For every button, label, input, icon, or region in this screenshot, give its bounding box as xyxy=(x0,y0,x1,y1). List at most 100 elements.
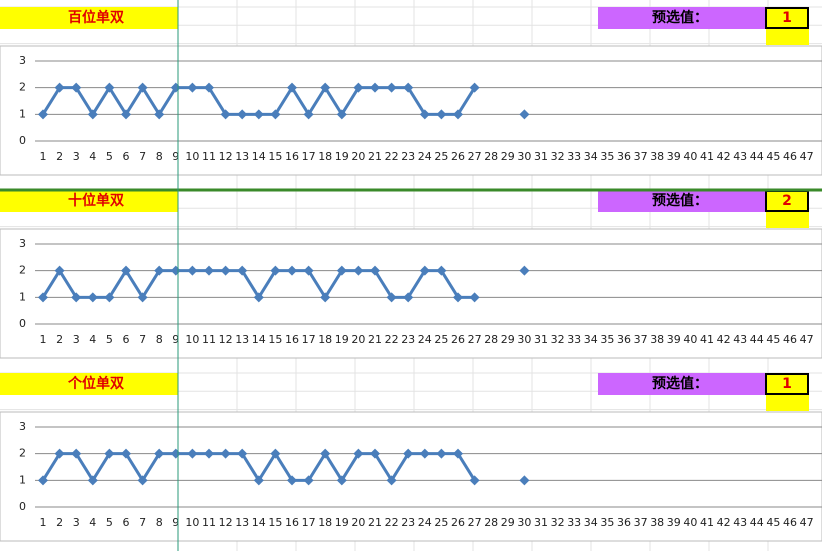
x-tick-label: 10 xyxy=(185,516,199,529)
point-marker xyxy=(386,292,397,303)
x-tick-label: 44 xyxy=(750,333,764,346)
x-tick-label: 35 xyxy=(600,333,614,346)
x-tick-label: 27 xyxy=(468,516,482,529)
x-tick-label: 13 xyxy=(235,333,249,346)
x-tick-label: 6 xyxy=(123,150,130,163)
x-tick-label: 7 xyxy=(139,150,146,163)
point-marker xyxy=(54,265,65,276)
x-tick-label: 46 xyxy=(783,333,797,346)
x-tick-label: 20 xyxy=(351,150,365,163)
x-tick-label: 10 xyxy=(185,150,199,163)
x-tick-label: 24 xyxy=(418,150,432,163)
x-tick-label: 26 xyxy=(451,516,465,529)
label-cell xyxy=(0,190,178,212)
x-tick-label: 47 xyxy=(800,516,814,529)
point-marker xyxy=(370,448,380,459)
point-marker xyxy=(353,82,364,93)
x-tick-label: 20 xyxy=(351,333,365,346)
x-tick-label: 7 xyxy=(139,333,146,346)
x-tick-label: 45 xyxy=(766,333,780,346)
x-tick-label: 44 xyxy=(750,516,764,529)
x-tick-label: 9 xyxy=(172,516,179,529)
y-tick-label: 2 xyxy=(19,447,26,460)
x-tick-label: 40 xyxy=(683,150,697,163)
x-tick-label: 38 xyxy=(650,150,664,163)
x-tick-label: 36 xyxy=(617,150,631,163)
x-tick-label: 36 xyxy=(617,333,631,346)
point-marker xyxy=(419,448,430,459)
x-tick-label: 16 xyxy=(285,516,299,529)
point-marker xyxy=(453,448,463,459)
point-marker xyxy=(38,109,48,120)
x-tick-label: 2 xyxy=(56,516,63,529)
section-label: 百位单双 xyxy=(68,9,124,26)
preset-label: 预选值： xyxy=(652,9,708,26)
x-tick-label: 11 xyxy=(202,333,216,346)
x-tick-label: 11 xyxy=(202,150,216,163)
point-marker xyxy=(370,82,380,93)
x-tick-label: 43 xyxy=(733,333,747,346)
point-marker xyxy=(270,265,281,276)
x-tick-label: 42 xyxy=(717,150,731,163)
x-tick-label: 34 xyxy=(584,516,598,529)
point-marker xyxy=(403,82,414,93)
x-tick-label: 25 xyxy=(434,333,448,346)
x-tick-label: 16 xyxy=(285,150,299,163)
x-tick-label: 26 xyxy=(451,333,465,346)
x-tick-label: 35 xyxy=(600,516,614,529)
x-tick-label: 31 xyxy=(534,333,548,346)
point-marker xyxy=(270,109,281,120)
x-tick-label: 33 xyxy=(567,150,581,163)
y-tick-label: 1 xyxy=(19,290,26,303)
x-tick-label: 26 xyxy=(451,150,465,163)
x-tick-label: 3 xyxy=(73,516,80,529)
point-marker xyxy=(253,292,264,303)
point-marker xyxy=(469,475,480,486)
point-marker xyxy=(336,265,347,276)
point-marker xyxy=(87,109,98,120)
point-marker xyxy=(220,448,231,459)
x-tick-label: 38 xyxy=(650,333,664,346)
x-tick-label: 24 xyxy=(418,516,432,529)
point-marker xyxy=(403,292,414,303)
x-tick-label: 22 xyxy=(385,150,399,163)
x-tick-label: 15 xyxy=(268,516,282,529)
point-marker xyxy=(71,292,82,303)
x-tick-label: 30 xyxy=(517,333,531,346)
preset-label: 预选值： xyxy=(652,375,708,392)
x-tick-label: 13 xyxy=(235,516,249,529)
x-tick-label: 31 xyxy=(534,150,548,163)
point-marker xyxy=(453,292,463,303)
point-marker xyxy=(519,265,530,276)
x-tick-label: 1 xyxy=(40,150,47,163)
x-tick-label: 42 xyxy=(717,516,731,529)
x-tick-label: 9 xyxy=(172,333,179,346)
x-tick-label: 5 xyxy=(106,150,113,163)
x-tick-label: 39 xyxy=(667,333,681,346)
x-tick-label: 10 xyxy=(185,333,199,346)
point-marker xyxy=(71,448,82,459)
point-marker xyxy=(87,292,98,303)
x-tick-label: 33 xyxy=(567,516,581,529)
x-tick-label: 37 xyxy=(634,150,648,163)
x-tick-label: 39 xyxy=(667,150,681,163)
preset-label: 预选值： xyxy=(652,192,708,209)
point-marker xyxy=(353,265,364,276)
x-tick-label: 47 xyxy=(800,150,814,163)
x-tick-label: 21 xyxy=(368,150,382,163)
point-marker xyxy=(320,448,331,459)
x-tick-label: 23 xyxy=(401,516,415,529)
x-tick-label: 21 xyxy=(368,333,382,346)
x-tick-label: 9 xyxy=(172,150,179,163)
point-marker xyxy=(370,265,380,276)
x-tick-label: 6 xyxy=(123,333,130,346)
x-tick-label: 6 xyxy=(123,516,130,529)
point-marker xyxy=(436,265,447,276)
point-marker xyxy=(519,109,530,120)
point-marker xyxy=(303,265,314,276)
x-tick-label: 23 xyxy=(401,333,415,346)
point-marker xyxy=(121,109,131,120)
x-tick-label: 44 xyxy=(750,150,764,163)
x-tick-label: 29 xyxy=(501,333,515,346)
point-marker xyxy=(320,292,331,303)
